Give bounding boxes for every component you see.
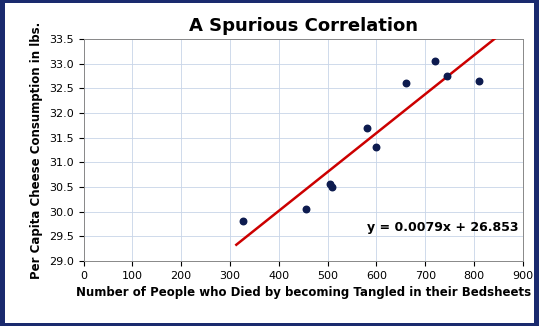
Point xyxy=(362,125,371,130)
Point xyxy=(443,73,452,79)
Point xyxy=(372,145,381,150)
Text: y = 0.0079x + 26.853: y = 0.0079x + 26.853 xyxy=(367,221,518,234)
Point xyxy=(239,219,247,224)
Point xyxy=(328,184,337,189)
Point xyxy=(402,81,410,86)
Title: A Spurious Correlation: A Spurious Correlation xyxy=(189,17,418,35)
Point xyxy=(431,59,439,64)
Point xyxy=(326,182,334,187)
Point xyxy=(475,78,483,83)
Point xyxy=(302,206,310,212)
Y-axis label: Per Capita Cheese Consumption in lbs.: Per Capita Cheese Consumption in lbs. xyxy=(30,21,44,279)
X-axis label: Number of People who Died by becoming Tangled in their Bedsheets: Number of People who Died by becoming Ta… xyxy=(75,286,531,299)
